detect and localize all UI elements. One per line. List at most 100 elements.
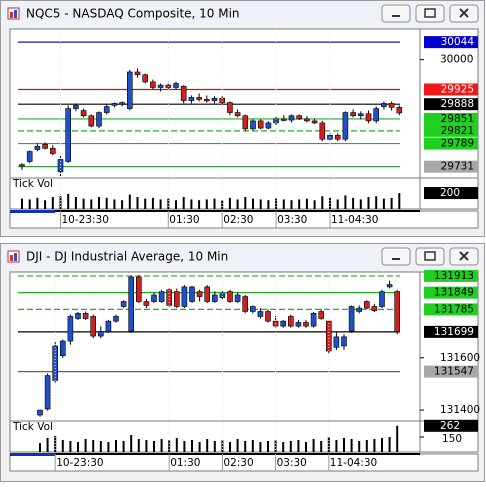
level-tag xyxy=(424,325,478,338)
candle-body xyxy=(42,144,48,149)
volume-bar xyxy=(290,200,293,209)
volume-bar xyxy=(388,437,391,452)
app-icon-bar xyxy=(14,10,17,18)
volume-tick-label: 150 xyxy=(442,433,462,445)
volume-bar xyxy=(98,197,100,209)
volume-bar xyxy=(327,437,330,452)
level-tag-label: 29821 xyxy=(441,125,474,137)
volume-bar xyxy=(335,440,338,452)
volume-bar xyxy=(183,441,186,452)
candle-body xyxy=(174,291,180,307)
candle-body xyxy=(310,313,317,327)
candle-body xyxy=(34,146,41,150)
volume-bar xyxy=(21,198,23,209)
candle-body xyxy=(111,103,118,106)
app-icon-bar xyxy=(10,255,13,261)
candle-body xyxy=(151,294,157,302)
volume-bar xyxy=(252,198,254,209)
candle-body xyxy=(325,320,332,352)
candle-body xyxy=(396,107,403,114)
level-tag xyxy=(424,83,478,96)
volume-bar xyxy=(365,440,368,452)
volume-bar xyxy=(175,200,177,209)
volume-bar xyxy=(190,199,193,209)
maximize-button[interactable] xyxy=(415,4,445,23)
maximize-button[interactable] xyxy=(415,247,445,266)
candle-body xyxy=(357,113,364,117)
candle-body xyxy=(288,115,295,121)
volume-bar xyxy=(221,200,224,209)
candle-body xyxy=(113,316,119,322)
candle-body xyxy=(52,345,59,381)
close-glyph xyxy=(459,8,469,18)
candle-body xyxy=(386,284,393,288)
candle-body xyxy=(342,112,349,140)
volume-tag-label: 262 xyxy=(440,420,460,432)
level-tag xyxy=(424,303,478,316)
level-tag xyxy=(424,36,478,49)
minimize-glyph xyxy=(392,258,400,260)
x-tick-label: 10-23:30 xyxy=(62,214,109,226)
minimize-button[interactable] xyxy=(381,4,411,23)
volume-bar xyxy=(92,440,95,452)
x-tick-label: 10-23:30 xyxy=(56,457,103,469)
candle-body xyxy=(189,286,195,302)
volume-bar xyxy=(358,441,361,452)
level-tag xyxy=(424,137,478,150)
volume-bar xyxy=(282,442,285,452)
volume-bar xyxy=(128,194,131,209)
app-icon-bar xyxy=(10,12,13,18)
candle-body xyxy=(287,316,294,327)
x-tick-label: 11-04:30 xyxy=(331,214,378,226)
volume-tag xyxy=(424,187,478,200)
volume-bar xyxy=(46,438,49,452)
candle-body xyxy=(280,118,287,121)
volume-bar xyxy=(381,438,383,452)
volume-bar xyxy=(267,200,270,209)
candle-body xyxy=(227,102,233,113)
level-tag xyxy=(424,286,478,299)
minimize-button[interactable] xyxy=(381,247,411,266)
candle-body xyxy=(242,115,249,130)
candle-body xyxy=(257,120,264,129)
volume-bar xyxy=(36,197,39,209)
volume-bar xyxy=(282,199,285,209)
candle-body xyxy=(204,286,210,302)
candle-body xyxy=(19,164,25,167)
candle-body xyxy=(143,301,150,306)
candle-body xyxy=(90,316,96,337)
candle-body xyxy=(37,409,43,416)
candle-body xyxy=(250,120,256,130)
volume-bar xyxy=(373,439,376,452)
volume-bar xyxy=(375,196,378,209)
candle-body xyxy=(188,97,195,101)
candle-body xyxy=(304,118,310,122)
volume-bar xyxy=(321,196,324,209)
candle-body xyxy=(49,148,56,154)
scroll-marker xyxy=(10,453,55,456)
candle-body xyxy=(134,71,141,76)
candle-body xyxy=(26,151,33,162)
volume-bar xyxy=(236,199,239,209)
level-tag xyxy=(424,365,478,378)
volume-bar xyxy=(336,199,339,209)
candle-body xyxy=(265,122,272,129)
maximize-glyph xyxy=(424,8,436,18)
candle-body xyxy=(334,134,341,140)
volume-bar xyxy=(259,199,262,209)
volume-bar xyxy=(297,440,300,452)
candle-body xyxy=(128,276,134,332)
app-icon xyxy=(7,7,20,20)
candle-body xyxy=(363,301,370,309)
candle-body xyxy=(57,159,64,173)
volume-bar xyxy=(115,440,117,452)
volume-bar xyxy=(206,439,209,452)
candle-body xyxy=(341,336,347,347)
volume-bar xyxy=(382,198,385,209)
volume-bar xyxy=(312,439,315,452)
candle-body xyxy=(196,291,203,297)
candle-body xyxy=(211,97,218,101)
candle-body xyxy=(65,108,71,162)
volume-bar xyxy=(259,442,262,452)
x-tick-label: 02:30 xyxy=(223,214,253,226)
